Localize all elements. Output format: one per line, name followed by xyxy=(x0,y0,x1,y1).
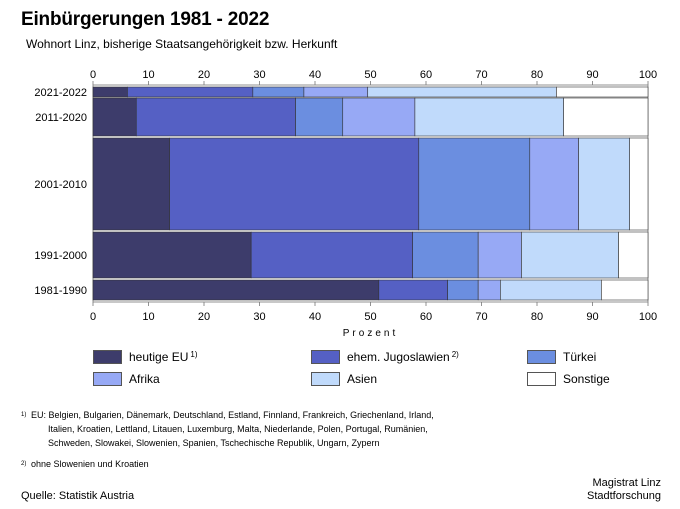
bar-5-series-1 xyxy=(92,279,380,301)
bar-2-series-1 xyxy=(92,97,137,137)
footnote-1-line-2: Italien, Kroatien, Lettland, Litauen, Lu… xyxy=(48,424,428,434)
tick-label-top: 60 xyxy=(420,69,432,81)
bar-5-series-3 xyxy=(447,279,479,301)
bar-3-series-4 xyxy=(529,137,579,231)
footnote-1-line-1: EU: Belgien, Bulgarien, Dänemark, Deutsc… xyxy=(31,410,434,420)
organization: Magistrat Linz Stadtforschung xyxy=(587,477,661,503)
category-label: 1991-2000 xyxy=(34,250,87,262)
bar-4-series-4 xyxy=(477,231,522,279)
tick-label-bottom: 100 xyxy=(639,311,657,323)
legend-item-heutige-eu: heutige EU 1) xyxy=(93,350,198,364)
bar-2-series-3 xyxy=(295,97,344,137)
bar-4-series-5 xyxy=(521,231,619,279)
tick-label-bottom: 50 xyxy=(364,311,376,323)
legend-item-asien: Asien xyxy=(311,372,377,386)
tick-label-bottom: 0 xyxy=(90,311,96,323)
tick-label-top: 90 xyxy=(586,69,598,81)
bar-2-series-4 xyxy=(342,97,416,137)
organization-line-2: Stadtforschung xyxy=(587,490,661,502)
tick-label-bottom: 30 xyxy=(253,311,265,323)
category-label: 2001-2010 xyxy=(34,179,87,191)
category-label: 2021-2022 xyxy=(34,87,87,99)
bar-3-series-3 xyxy=(418,137,531,231)
bar-4-series-1 xyxy=(92,231,252,279)
category-label: 1981-1990 xyxy=(34,285,87,297)
bar-2-series-2 xyxy=(135,97,296,137)
bar-5-series-2 xyxy=(378,279,448,301)
legend-item-sonstige: Sonstige xyxy=(527,372,610,386)
legend-footnote-mark: 2) xyxy=(451,349,459,359)
bar-5-series-4 xyxy=(477,279,501,301)
legend-swatch xyxy=(311,350,340,364)
tick-label-top: 80 xyxy=(531,69,543,81)
bar-3-series-5 xyxy=(578,137,630,231)
legend-label: Türkei xyxy=(563,350,597,364)
bar-1-series-1 xyxy=(92,86,128,98)
bar-3-series-1 xyxy=(92,137,170,231)
bar-4-series-2 xyxy=(250,231,413,279)
legend-swatch xyxy=(93,350,122,364)
tick-label-top: 100 xyxy=(639,69,657,81)
bar-5-series-6 xyxy=(601,279,649,301)
legend-swatch xyxy=(311,372,340,386)
bar-1-series-2 xyxy=(127,86,254,98)
bar-3-series-6 xyxy=(629,137,649,231)
bar-3-series-2 xyxy=(169,137,420,231)
bar-1-series-6 xyxy=(556,86,649,98)
tick-label-bottom: 80 xyxy=(531,311,543,323)
tick-label-top: 40 xyxy=(309,69,321,81)
legend-swatch xyxy=(527,372,556,386)
legend-item-afrika: Afrika xyxy=(93,372,160,386)
legend-label: Asien xyxy=(347,372,378,386)
chart-subtitle: Wohnort Linz, bisherige Staatsangehörigk… xyxy=(26,37,338,51)
organization-line-1: Magistrat Linz xyxy=(592,477,661,489)
tick-label-bottom: 20 xyxy=(198,311,210,323)
tick-label-top: 30 xyxy=(253,69,265,81)
bar-5-series-5 xyxy=(500,279,602,301)
bar-2-series-6 xyxy=(563,97,649,137)
legend-label: Afrika xyxy=(129,372,160,386)
legend-item-tuerkei: Türkei xyxy=(527,350,596,364)
tick-label-bottom: 10 xyxy=(142,311,154,323)
legend-item-ehem-jugoslawien: ehem. Jugoslawien 2) xyxy=(311,350,459,364)
tick-label-top: 20 xyxy=(198,69,210,81)
tick-label-top: 70 xyxy=(475,69,487,81)
bar-1-series-4 xyxy=(303,86,369,98)
bar-4-series-6 xyxy=(618,231,649,279)
legend-label: Sonstige xyxy=(563,372,610,386)
source-note: Quelle: Statistik Austria xyxy=(21,490,135,502)
tick-label-bottom: 90 xyxy=(586,311,598,323)
tick-label-top: 0 xyxy=(90,69,96,81)
legend-label: ehem. Jugoslawien xyxy=(347,350,450,364)
legend-label: heutige EU xyxy=(129,350,189,364)
bar-1-series-5 xyxy=(367,86,557,98)
tick-label-top: 50 xyxy=(364,69,376,81)
tick-label-bottom: 70 xyxy=(475,311,487,323)
footnote-mark-1: 1) xyxy=(21,412,27,418)
chart-area: 2021-2022 2011-2020 2001-2010 1991-2000 1981… xyxy=(34,69,657,339)
footnote-mark-2: 2) xyxy=(21,461,27,467)
legend-swatch xyxy=(527,350,556,364)
footnote-2-line-1: ohne Slowenien und Kroatien xyxy=(31,459,149,469)
bar-1-series-3 xyxy=(252,86,305,98)
x-axis-label: Prozent xyxy=(343,328,398,339)
legend-swatch xyxy=(93,372,122,386)
category-label: 2011-2020 xyxy=(35,112,87,124)
chart-title: Einbürgerungen 1981 - 2022 xyxy=(21,9,270,30)
tick-label-bottom: 40 xyxy=(309,311,321,323)
bar-4-series-3 xyxy=(412,231,479,279)
bar-2-series-5 xyxy=(414,97,564,137)
footnote-1-line-3: Schweden, Slowakei, Slowenien, Spanien, … xyxy=(48,438,380,448)
tick-label-top: 10 xyxy=(142,69,154,81)
legend-footnote-mark: 1) xyxy=(190,349,198,359)
tick-label-bottom: 60 xyxy=(420,311,432,323)
